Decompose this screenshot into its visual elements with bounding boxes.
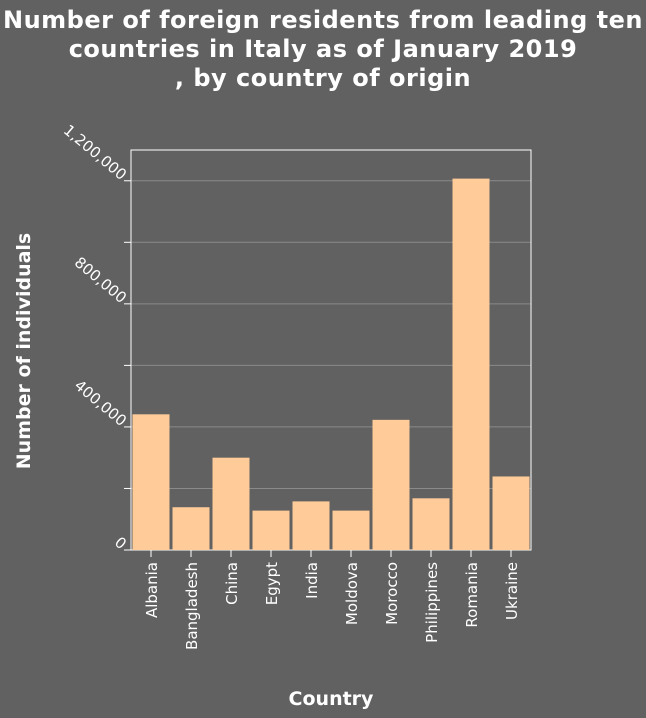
- x-axis-label: Country: [289, 688, 375, 710]
- x-tick-label: Albania: [143, 562, 161, 618]
- x-tick-label: Ukraine: [503, 562, 521, 620]
- bar-philippines: [412, 498, 450, 550]
- x-tick-label: Romania: [463, 562, 481, 628]
- x-tick-label: Morocco: [383, 562, 401, 625]
- bar-ukraine: [492, 476, 530, 550]
- x-tick-label: Philippines: [423, 562, 441, 643]
- bars: [132, 178, 530, 550]
- x-tick-label: Egypt: [263, 562, 281, 605]
- chart-title: Number of foreign residents from leading…: [3, 6, 643, 92]
- y-tick-label: 400,000: [71, 376, 130, 430]
- bar-moldova: [332, 510, 370, 550]
- plot-area: [130, 149, 532, 551]
- x-tick-label: Moldova: [343, 562, 361, 625]
- y-tick-label: 800,000: [71, 253, 130, 307]
- bar-bangladesh: [172, 507, 210, 550]
- y-tick-label: 1,200,000: [60, 121, 130, 184]
- x-tick-label: India: [303, 562, 321, 599]
- x-tick-label: Bangladesh: [183, 562, 201, 650]
- x-axis: Albania Bangladesh China Egypt India Moldova M…: [143, 550, 521, 650]
- bar-morocco: [372, 419, 410, 550]
- bar-egypt: [252, 510, 290, 550]
- bar-romania: [452, 178, 490, 550]
- bar-india: [292, 501, 330, 550]
- bar-albania: [132, 414, 170, 550]
- y-axis-label: Number of individuals: [13, 233, 35, 469]
- bar-china: [212, 457, 250, 550]
- x-tick-label: China: [223, 562, 241, 605]
